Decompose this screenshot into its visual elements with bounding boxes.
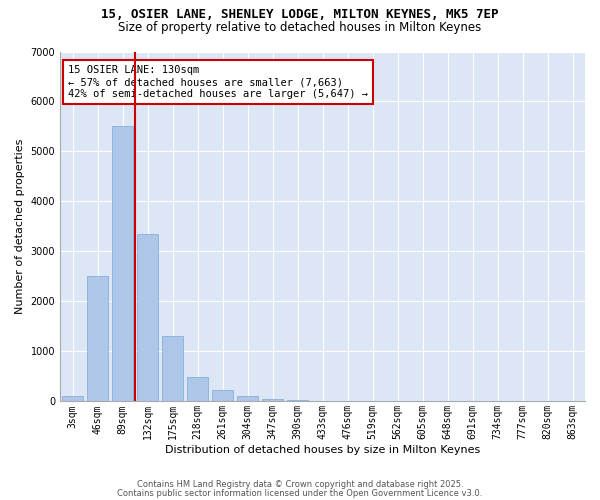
Text: 15, OSIER LANE, SHENLEY LODGE, MILTON KEYNES, MK5 7EP: 15, OSIER LANE, SHENLEY LODGE, MILTON KE…: [101, 8, 499, 20]
Bar: [112, 126, 133, 402]
Bar: [212, 390, 233, 402]
Bar: [87, 276, 108, 402]
Bar: [62, 396, 83, 402]
Bar: [187, 378, 208, 402]
Bar: [137, 234, 158, 402]
Bar: [237, 396, 258, 402]
Bar: [162, 336, 183, 402]
Text: Contains public sector information licensed under the Open Government Licence v3: Contains public sector information licen…: [118, 488, 482, 498]
Bar: [262, 399, 283, 402]
X-axis label: Distribution of detached houses by size in Milton Keynes: Distribution of detached houses by size …: [165, 445, 480, 455]
Text: Size of property relative to detached houses in Milton Keynes: Size of property relative to detached ho…: [118, 21, 482, 34]
Bar: [287, 400, 308, 402]
Y-axis label: Number of detached properties: Number of detached properties: [15, 139, 25, 314]
Text: 15 OSIER LANE: 130sqm
← 57% of detached houses are smaller (7,663)
42% of semi-d: 15 OSIER LANE: 130sqm ← 57% of detached …: [68, 66, 368, 98]
Text: Contains HM Land Registry data © Crown copyright and database right 2025.: Contains HM Land Registry data © Crown c…: [137, 480, 463, 489]
